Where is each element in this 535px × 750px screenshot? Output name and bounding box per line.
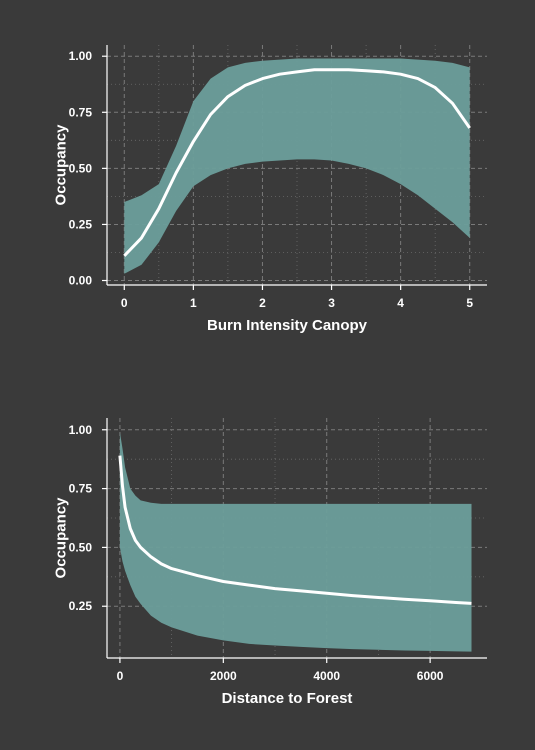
y-tick-labels: 0.25 0.50 0.75 1.00: [69, 423, 93, 613]
y-tick-labels: 0.00 0.25 0.50 0.75 1.00: [69, 49, 93, 287]
y-axis-label: Occupancy: [52, 124, 69, 206]
x-tick-label: 5: [466, 296, 473, 310]
panel-distance-to-forest: 0 2000 4000 6000 0.25 0.50 0.75 1.00 Distance …: [52, 418, 487, 707]
x-tick-label: 2000: [210, 669, 237, 683]
y-tick-label: 0.25: [69, 217, 93, 231]
y-tick-label: 0.25: [69, 599, 93, 613]
y-axis-label: Occupancy: [52, 497, 69, 579]
x-tick-label: 6000: [417, 669, 444, 683]
x-tick-labels: 0 2000 4000 6000: [117, 669, 444, 683]
y-tick-label: 0.00: [69, 274, 93, 288]
x-tick-label: 1: [190, 296, 197, 310]
x-tick-label: 4000: [313, 669, 340, 683]
x-tick-label: 0: [117, 669, 124, 683]
x-tick-label: 4: [397, 296, 404, 310]
panel-burn-intensity: 0 1 2 3 4 5 0.00 0.25 0.50 0.75 1.00 Burn Intensi…: [52, 45, 487, 334]
y-tick-label: 0.75: [69, 482, 93, 496]
confidence-band: [120, 432, 472, 651]
y-tick-label: 0.50: [69, 161, 93, 175]
x-tick-label: 0: [121, 296, 128, 310]
x-tick-labels: 0 1 2 3 4 5: [121, 296, 473, 310]
y-tick-label: 1.00: [69, 49, 93, 63]
x-axis-label: Burn Intensity Canopy: [207, 317, 368, 334]
y-tick-label: 1.00: [69, 423, 93, 437]
x-axis-label: Distance to Forest: [222, 690, 353, 707]
y-tick-label: 0.50: [69, 540, 93, 554]
x-tick-label: 2: [259, 296, 266, 310]
y-tick-label: 0.75: [69, 105, 93, 119]
x-tick-label: 3: [328, 296, 335, 310]
